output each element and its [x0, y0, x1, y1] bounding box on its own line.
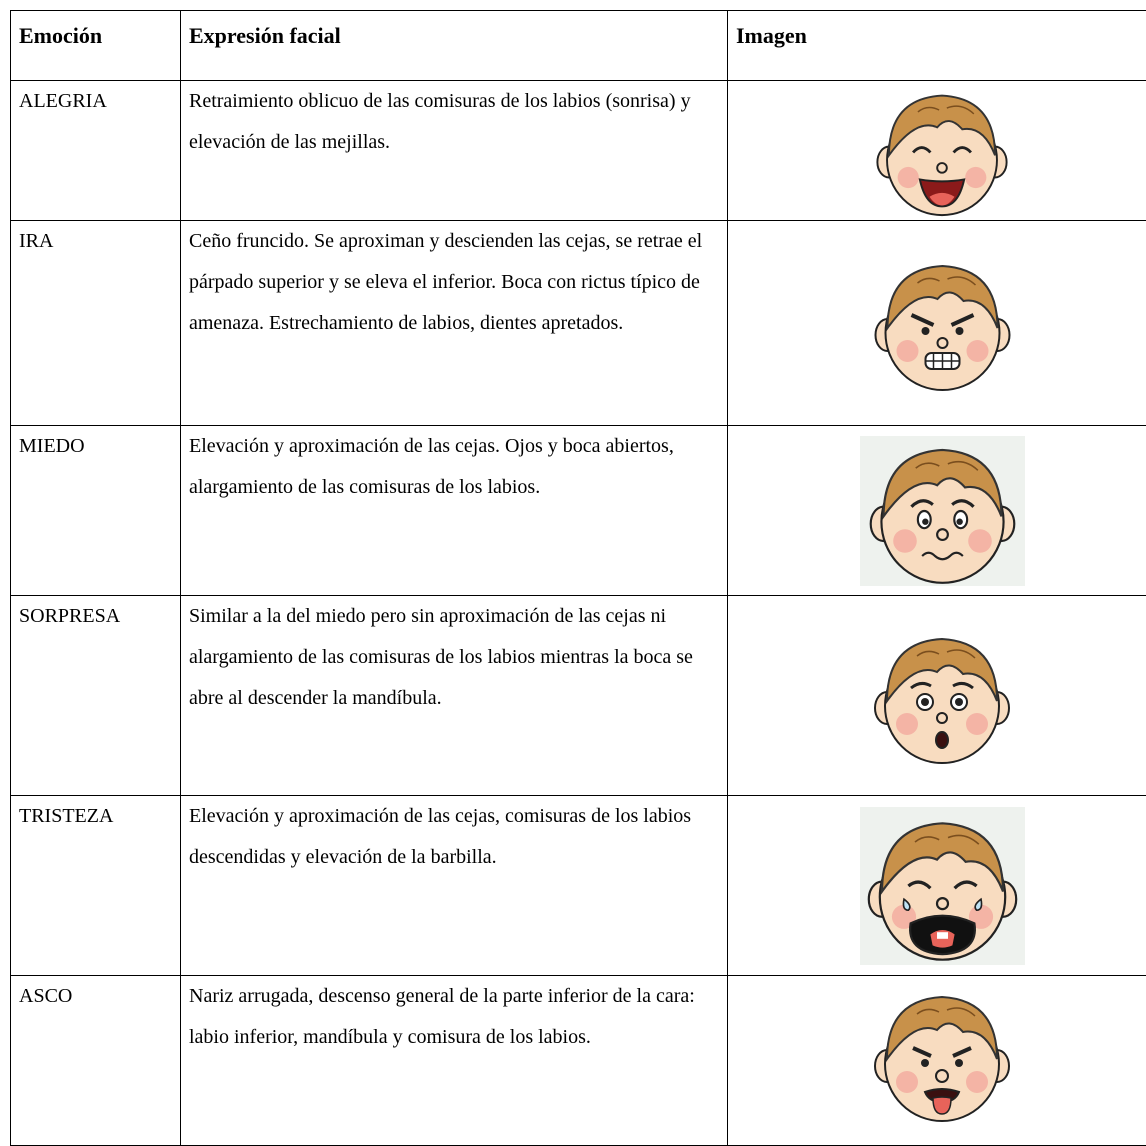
image-cell [728, 976, 1146, 1146]
image-cell [728, 426, 1146, 596]
description: Nariz arrugada, descenso general de la p… [181, 976, 728, 1146]
description: Ceño fruncido. Se aproximan y descienden… [181, 221, 728, 426]
row: TRISTEZA Elevación y aproximación de las… [11, 796, 1146, 976]
header-cell: Emoción [11, 11, 181, 81]
description: Elevación y aproximación de las cejas. O… [181, 426, 728, 596]
face-sad [860, 807, 1025, 965]
header-cell: Imagen [728, 11, 1146, 81]
row: ASCO Nariz arrugada, descenso general de… [11, 976, 1146, 1146]
header-cell: Expresión facial [181, 11, 728, 81]
description: Similar a la del miedo pero sin aproxima… [181, 596, 728, 796]
emotion-table: Emoción Expresión facial Imagen ALEGRIA … [10, 10, 1146, 1146]
emotion: ASCO [11, 976, 181, 1146]
face-fear [860, 436, 1025, 586]
emotion: MIEDO [11, 426, 181, 596]
image-cell [728, 596, 1146, 796]
description: Retraimiento oblicuo de las comisuras de… [181, 81, 728, 221]
emotion: ALEGRIA [11, 81, 181, 221]
image-cell [728, 221, 1146, 426]
emotion: TRISTEZA [11, 796, 181, 976]
image-cell [728, 81, 1146, 221]
row: MIEDO Elevación y aproximación de las ce… [11, 426, 1146, 596]
face-angry [865, 253, 1020, 393]
row: SORPRESA Similar a la del miedo pero sin… [11, 596, 1146, 796]
description: Elevación y aproximación de las cejas, c… [181, 796, 728, 976]
image-cell [728, 796, 1146, 976]
face-happy [867, 83, 1017, 218]
row: ALEGRIA Retraimiento oblicuo de las comi… [11, 81, 1146, 221]
face-disgust [867, 984, 1017, 1124]
emotion: SORPRESA [11, 596, 181, 796]
header-row: Emoción Expresión facial Imagen [11, 11, 1146, 81]
row: IRA Ceño fruncido. Se aproximan y descie… [11, 221, 1146, 426]
face-surprise [867, 626, 1017, 766]
emotion: IRA [11, 221, 181, 426]
